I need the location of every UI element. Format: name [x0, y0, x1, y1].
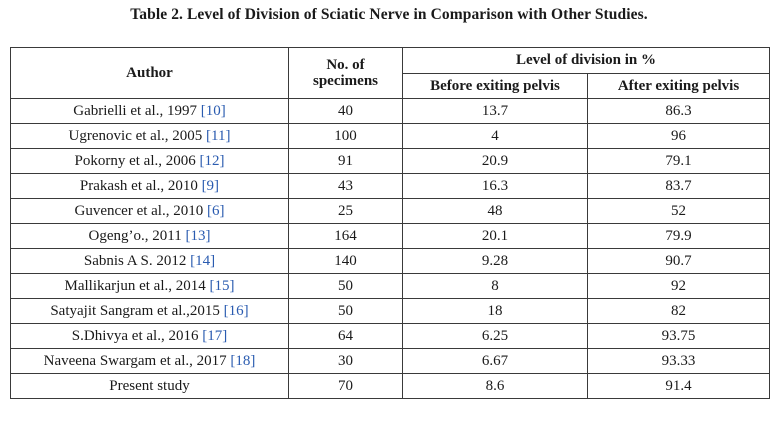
table-row: Mallikarjun et al., 2014 [15] 50 8 92 — [10, 273, 770, 299]
reference-link[interactable]: [9] — [201, 177, 220, 194]
cell-specimens: 50 — [288, 273, 403, 299]
cell-specimens: 91 — [288, 148, 403, 174]
cell-before: 20.1 — [402, 223, 588, 249]
header-level-of-division: Level of division in % — [402, 47, 770, 74]
cell-specimens: 25 — [288, 198, 403, 224]
reference-link[interactable]: [18] — [230, 352, 256, 369]
cell-after: 82 — [587, 298, 770, 324]
author-name: Sabnis A S. 2012 — [83, 252, 191, 269]
author-name: S.Dhivya et al., 2016 — [71, 327, 203, 344]
cell-before: 13.7 — [402, 98, 588, 124]
cell-author: Gabrielli et al., 1997 [10] — [10, 98, 289, 124]
cell-after: 93.75 — [587, 323, 770, 349]
reference-link[interactable]: [16] — [223, 302, 249, 319]
cell-after: 93.33 — [587, 348, 770, 374]
cell-before: 8 — [402, 273, 588, 299]
cell-before: 6.67 — [402, 348, 588, 374]
table-row: Satyajit Sangram et al.,2015 [16] 50 18 82 — [10, 298, 770, 324]
header-after-exiting-pelvis: After exiting pelvis — [587, 73, 770, 99]
cell-specimens: 100 — [288, 123, 403, 149]
cell-specimens: 64 — [288, 323, 403, 349]
cell-before: 16.3 — [402, 173, 588, 199]
cell-specimens: 40 — [288, 98, 403, 124]
header-specimens: No. of specimens — [288, 47, 403, 99]
table-row: Prakash et al., 2010 [9] 43 16.3 83.7 — [10, 173, 770, 199]
reference-link[interactable]: [17] — [202, 327, 228, 344]
cell-after: 52 — [587, 198, 770, 224]
cell-specimens: 140 — [288, 248, 403, 274]
author-name: Mallikarjun et al., 2014 — [64, 277, 210, 294]
author-name: Pokorny et al., 2006 — [74, 152, 200, 169]
cell-specimens: 30 — [288, 348, 403, 374]
cell-author: Naveena Swargam et al., 2017 [18] — [10, 348, 289, 374]
header-author: Author — [10, 47, 289, 99]
cell-specimens: 70 — [288, 373, 403, 399]
table-row: Ogeng’o., 2011 [13] 164 20.1 79.9 — [10, 223, 770, 249]
reference-link[interactable]: [15] — [209, 277, 235, 294]
table-row: Sabnis A S. 2012 [14] 140 9.28 90.7 — [10, 248, 770, 274]
reference-link[interactable]: [12] — [199, 152, 225, 169]
cell-author: Present study — [10, 373, 289, 399]
cell-author: Ogeng’o., 2011 [13] — [10, 223, 289, 249]
reference-link[interactable]: [6] — [206, 202, 225, 219]
header-specimens-line1: No. of — [326, 56, 365, 73]
cell-author: S.Dhivya et al., 2016 [17] — [10, 323, 289, 349]
author-name: Present study — [109, 377, 190, 394]
cell-before: 18 — [402, 298, 588, 324]
header-before-exiting-pelvis: Before exiting pelvis — [402, 73, 588, 99]
cell-author: Pokorny et al., 2006 [12] — [10, 148, 289, 174]
cell-after: 91.4 — [587, 373, 770, 399]
author-name: Prakash et al., 2010 — [79, 177, 202, 194]
cell-specimens: 164 — [288, 223, 403, 249]
reference-link[interactable]: [13] — [185, 227, 211, 244]
table-row: Gabrielli et al., 1997 [10] 40 13.7 86.3 — [10, 98, 770, 124]
cell-after: 79.9 — [587, 223, 770, 249]
cell-specimens: 50 — [288, 298, 403, 324]
table-row: Present study 70 8.6 91.4 — [10, 373, 770, 399]
cell-author: Mallikarjun et al., 2014 [15] — [10, 273, 289, 299]
author-name: Gabrielli et al., 1997 — [73, 102, 201, 119]
cell-before: 20.9 — [402, 148, 588, 174]
table-row: Guvencer et al., 2010 [6] 25 48 52 — [10, 198, 770, 224]
table-row: S.Dhivya et al., 2016 [17] 64 6.25 93.75 — [10, 323, 770, 349]
author-name: Ogeng’o., 2011 — [88, 227, 186, 244]
cell-author: Satyajit Sangram et al.,2015 [16] — [10, 298, 289, 324]
table-row: Ugrenovic et al., 2005 [11] 100 4 96 — [10, 123, 770, 149]
cell-before: 8.6 — [402, 373, 588, 399]
cell-author: Ugrenovic et al., 2005 [11] — [10, 123, 289, 149]
cell-specimens: 43 — [288, 173, 403, 199]
header-specimens-line2: specimens — [313, 73, 378, 89]
cell-after: 90.7 — [587, 248, 770, 274]
table-row: Naveena Swargam et al., 2017 [18] 30 6.67 9… — [10, 348, 770, 374]
reference-link[interactable]: [11] — [206, 127, 231, 144]
cell-before: 48 — [402, 198, 588, 224]
comparison-table: Author No. of specimens Level of divisio… — [10, 47, 770, 399]
author-name: Ugrenovic et al., 2005 — [68, 127, 207, 144]
cell-before: 4 — [402, 123, 588, 149]
cell-after: 86.3 — [587, 98, 770, 124]
cell-before: 6.25 — [402, 323, 588, 349]
cell-author: Guvencer et al., 2010 [6] — [10, 198, 289, 224]
cell-after: 92 — [587, 273, 770, 299]
table-body: Gabrielli et al., 1997 [10] 40 13.7 86.3 Ugr… — [10, 98, 770, 399]
cell-before: 9.28 — [402, 248, 588, 274]
cell-author: Prakash et al., 2010 [9] — [10, 173, 289, 199]
reference-link[interactable]: [14] — [190, 252, 216, 269]
cell-after: 83.7 — [587, 173, 770, 199]
author-name: Naveena Swargam et al., 2017 — [43, 352, 231, 369]
reference-link[interactable]: [10] — [200, 102, 226, 119]
cell-after: 96 — [587, 123, 770, 149]
cell-after: 79.1 — [587, 148, 770, 174]
cell-author: Sabnis A S. 2012 [14] — [10, 248, 289, 274]
author-name: Satyajit Sangram et al.,2015 — [50, 302, 224, 319]
author-name: Guvencer et al., 2010 — [74, 202, 207, 219]
table-caption: Table 2. Level of Division of Sciatic Ne… — [130, 6, 648, 23]
table-row: Pokorny et al., 2006 [12] 91 20.9 79.1 — [10, 148, 770, 174]
